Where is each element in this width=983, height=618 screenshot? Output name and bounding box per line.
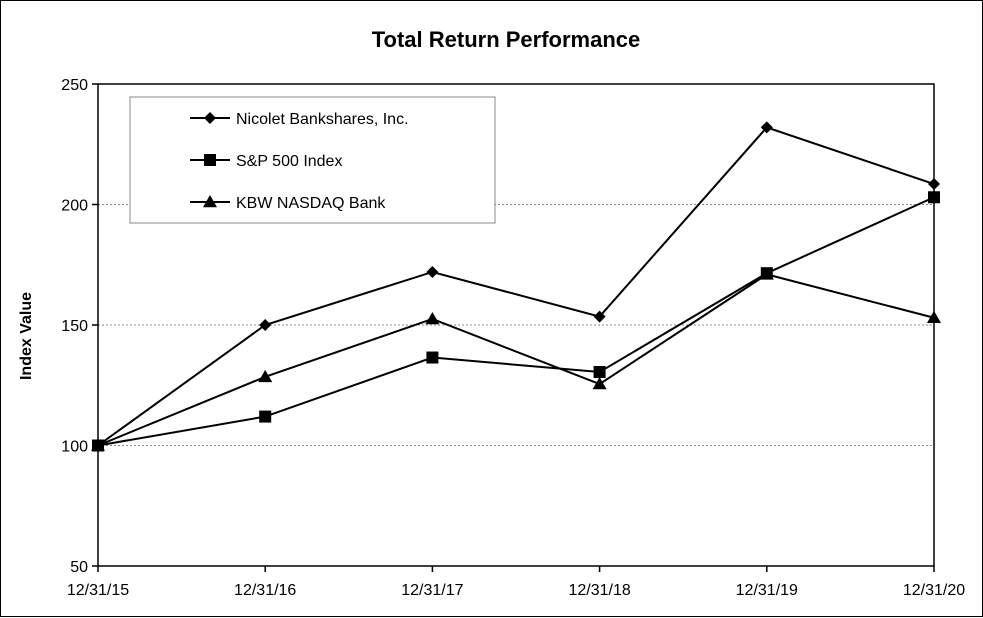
series-line-triangle — [97, 273, 935, 447]
data-point-diamond — [426, 265, 439, 278]
x-tick-label: 12/31/19 — [736, 582, 798, 599]
data-point-square — [593, 365, 606, 378]
legend-marker-triangle — [203, 195, 217, 208]
legend-label: Nicolet Bankshares, Inc. — [236, 111, 409, 128]
x-tick-label: 12/31/16 — [234, 582, 296, 599]
y-axis-label: Index Value — [18, 292, 35, 380]
y-tick-label: 200 — [61, 198, 88, 215]
data-point-diamond — [259, 319, 272, 331]
y-tick-label: 50 — [70, 559, 88, 576]
data-point-diamond — [760, 121, 773, 134]
legend-marker-diamond — [204, 112, 216, 124]
legend: Nicolet Bankshares, Inc. S&P 500 Index KBW… — [129, 96, 496, 224]
x-tick-label: 12/31/15 — [67, 582, 129, 599]
data-point-triangle — [759, 267, 774, 280]
chart-title: Total Return Performance — [372, 27, 641, 52]
plot-area: 50 100 150 200 250 12/31/15 12/31/16 12/31/17 12… — [61, 77, 965, 599]
x-tick-label: 12/31/18 — [568, 582, 630, 599]
data-point-triangle — [425, 311, 440, 325]
data-point-diamond — [593, 310, 606, 323]
legend-label: KBW NASDAQ Bank — [236, 195, 386, 212]
x-tick-label: 12/31/20 — [903, 582, 965, 599]
data-point-square — [259, 410, 272, 423]
data-point-triangle — [258, 369, 273, 383]
data-point-triangle — [927, 310, 941, 324]
data-point-square — [928, 191, 940, 204]
y-tick-label: 250 — [61, 77, 88, 94]
x-tick-label: 12/31/17 — [401, 582, 463, 599]
y-tick-label: 100 — [61, 439, 88, 456]
series-line-square — [97, 196, 935, 447]
legend-marker-square — [204, 154, 216, 166]
y-tick-label: 150 — [61, 318, 88, 335]
series-line-diamond — [97, 126, 935, 447]
legend-label: S&P 500 Index — [236, 153, 342, 170]
data-point-triangle — [91, 438, 105, 451]
data-point-diamond — [928, 178, 940, 191]
data-point-triangle — [592, 377, 607, 390]
data-point-square — [426, 351, 439, 364]
